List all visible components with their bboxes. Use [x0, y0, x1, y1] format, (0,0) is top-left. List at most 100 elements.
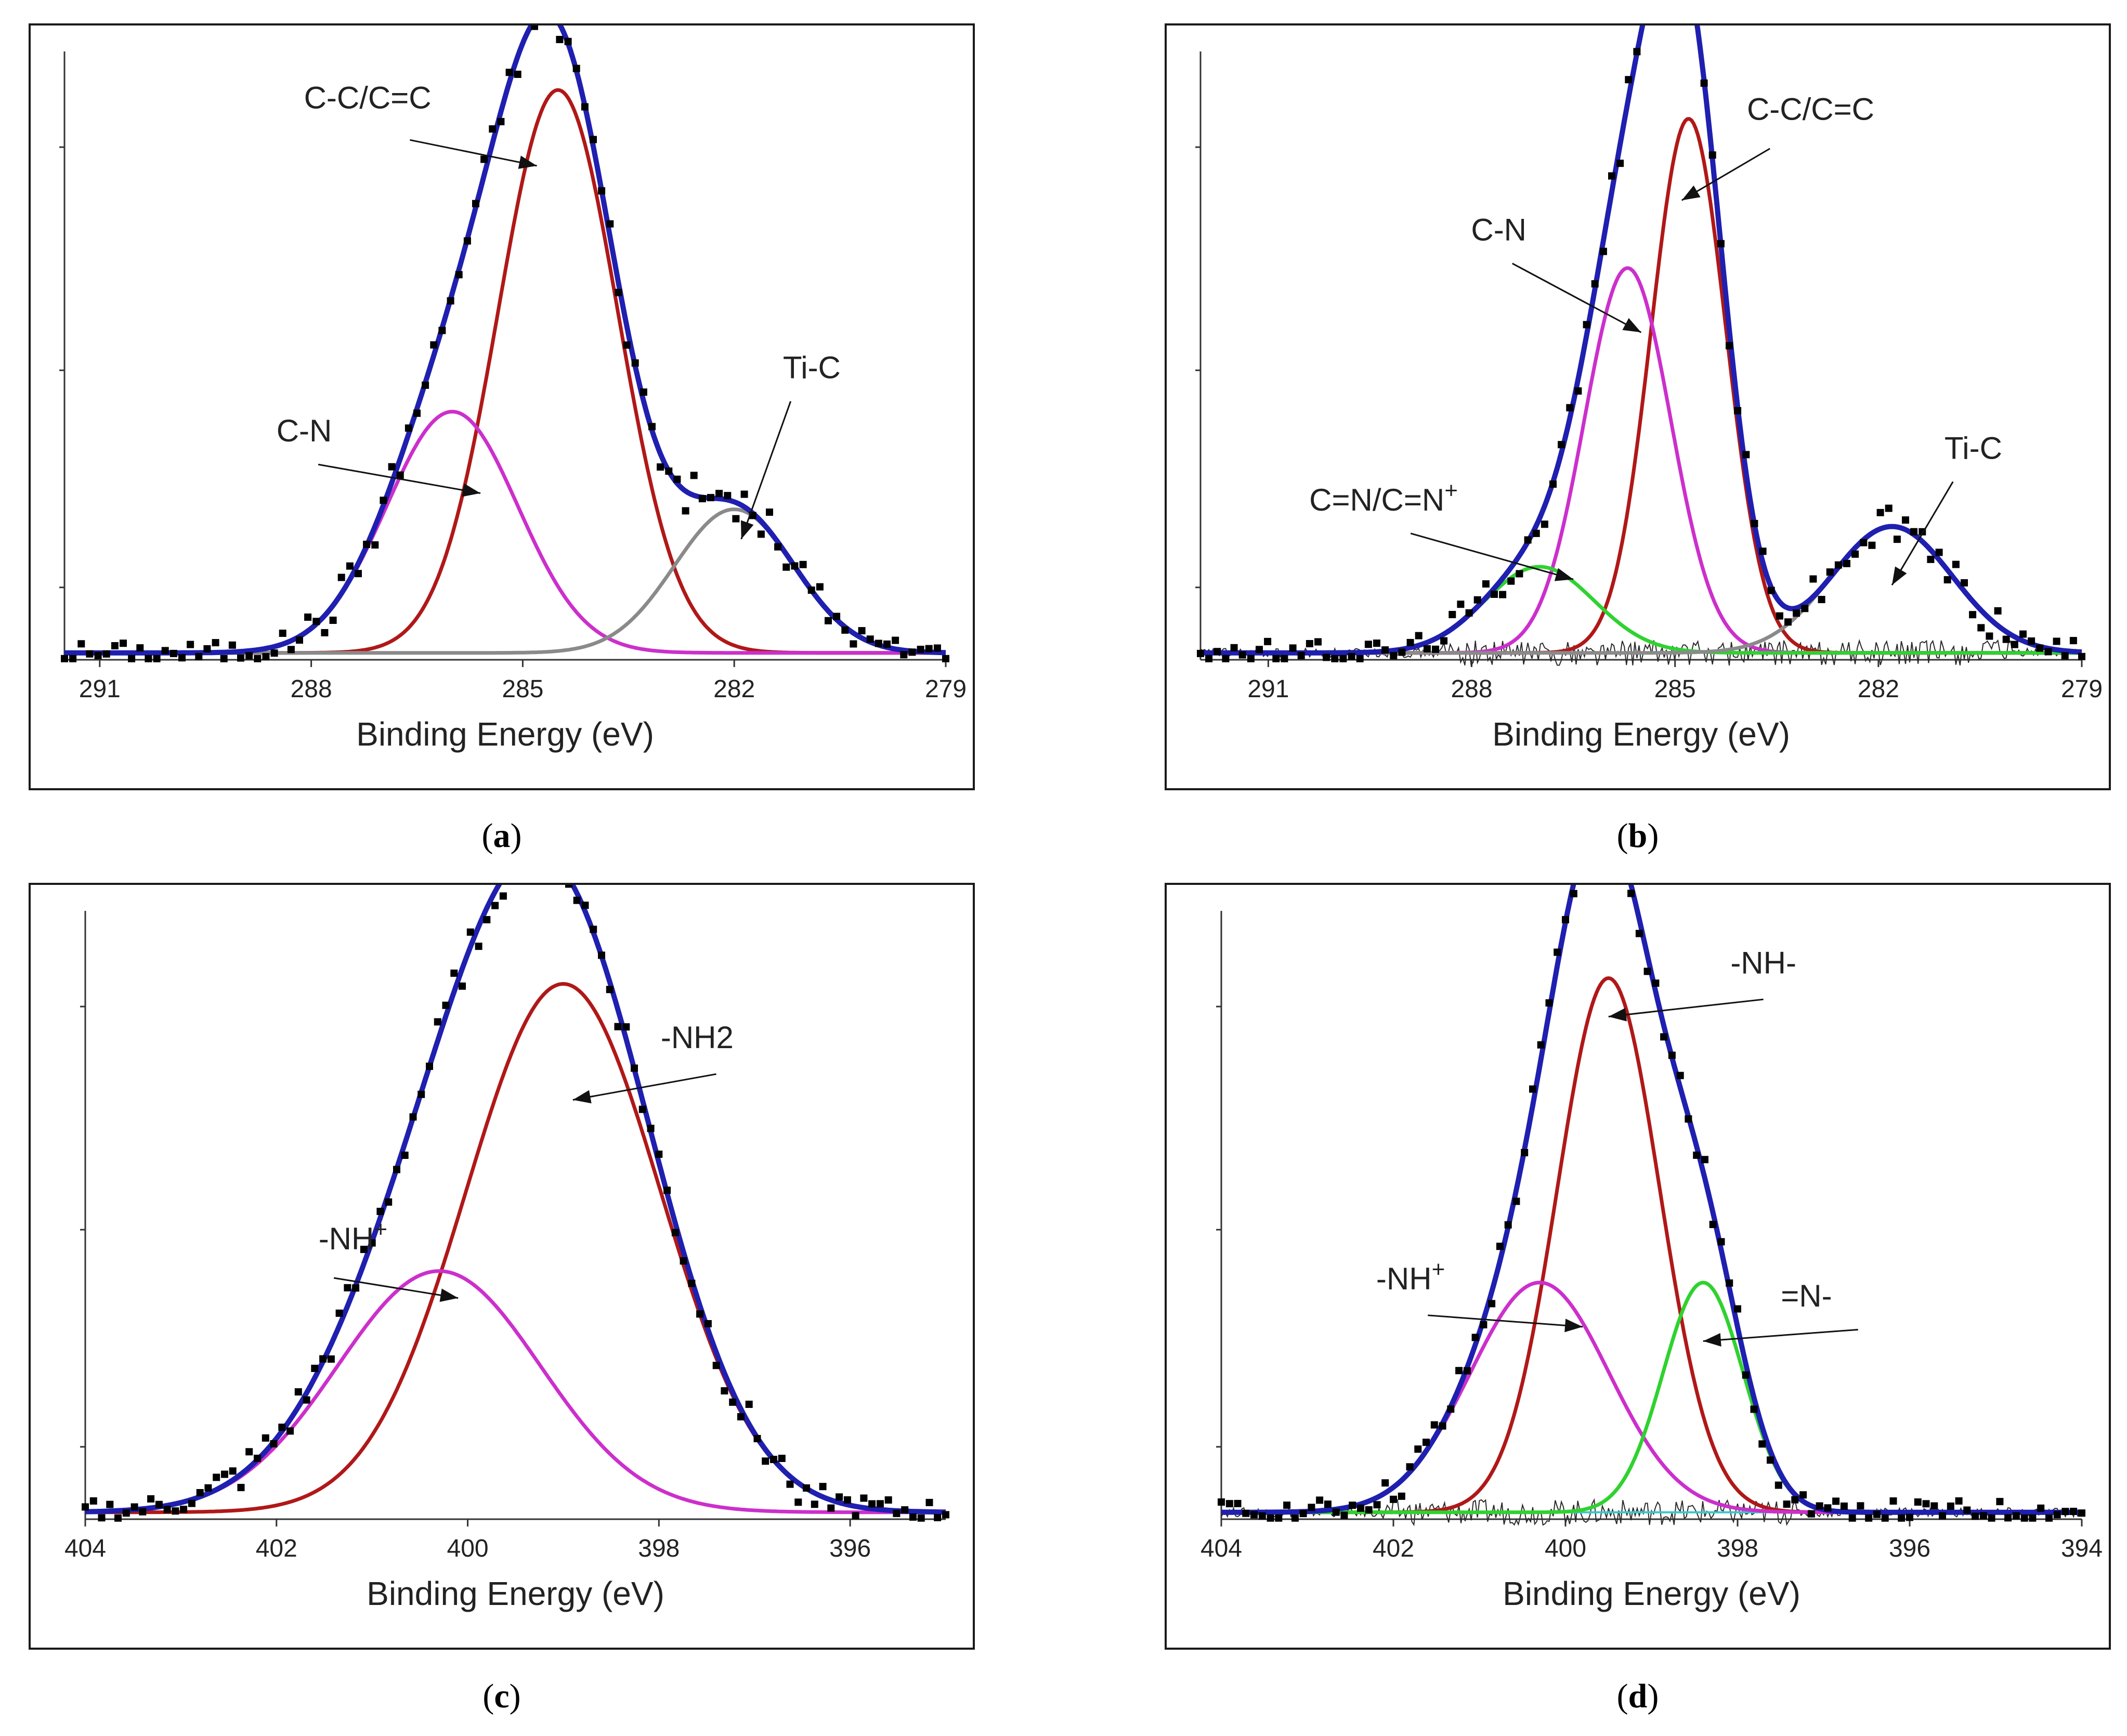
data-point-a-95: [858, 627, 866, 635]
data-point-d-60: [1709, 1221, 1717, 1229]
caption-b-letter: b: [1628, 817, 1648, 855]
chart-d: 404 402 400 398 396 394 Binding Energy (eV) -NH…: [1200, 885, 2103, 1612]
data-point-a-98: [883, 640, 891, 648]
data-point-d-77: [1848, 1514, 1856, 1522]
x-tick-label-a-4: 279: [925, 675, 967, 703]
data-point-c-12: [180, 1506, 188, 1513]
data-point-b-85: [1910, 528, 1918, 536]
data-point-d-100: [2037, 1504, 2045, 1512]
data-point-d-40: [1545, 999, 1553, 1007]
arrow-head-c-0: [572, 1090, 592, 1104]
data-point-c-33: [352, 1284, 360, 1292]
data-point-b-42: [1549, 480, 1557, 488]
data-point-c-22: [262, 1434, 269, 1442]
data-point-c-105: [942, 1511, 949, 1519]
data-point-d-9: [1291, 1514, 1299, 1522]
data-point-c-38: [393, 1166, 400, 1173]
data-point-c-61: [581, 902, 589, 909]
data-point-a-6: [111, 642, 119, 649]
data-point-c-99: [893, 1509, 901, 1517]
data-point-a-44: [430, 341, 438, 349]
arrow-line-a-1: [318, 463, 481, 494]
x-tick-label-b-3: 282: [1858, 675, 1899, 703]
data-point-c-76: [704, 1320, 712, 1327]
data-point-c-64: [606, 986, 614, 994]
data-point-d-99: [2029, 1514, 2037, 1522]
data-point-b-95: [1994, 607, 2002, 615]
data-point-d-73: [1816, 1502, 1823, 1510]
data-point-c-49: [483, 916, 491, 923]
data-point-b-80: [1868, 541, 1876, 549]
data-point-c-40: [409, 1113, 417, 1121]
data-point-d-8: [1283, 1502, 1291, 1509]
data-point-c-30: [327, 1355, 335, 1363]
data-point-c-91: [827, 1504, 835, 1512]
data-point-a-29: [304, 614, 312, 621]
arrow-line-d-0: [1608, 998, 1764, 1017]
data-point-d-53: [1652, 980, 1660, 987]
x-axis-title-a: Binding Energy (eV): [356, 715, 654, 753]
data-point-a-50: [480, 155, 488, 163]
data-point-a-32: [329, 617, 337, 624]
data-point-b-51: [1625, 76, 1633, 84]
data-point-b-15: [1323, 654, 1330, 661]
data-point-a-81: [740, 490, 748, 498]
data-point-a-12: [161, 647, 169, 655]
data-point-b-46: [1583, 321, 1590, 329]
data-point-d-87: [1930, 1502, 1938, 1510]
data-point-d-105: [2078, 1509, 2085, 1517]
envelope-d: [1220, 885, 2083, 1515]
data-point-d-5: [1258, 1512, 1266, 1520]
peak-label-c-0: -NH2: [661, 1020, 734, 1055]
x-tick-label-d-3: 398: [1717, 1535, 1758, 1562]
arrow-line-a-0: [410, 139, 537, 167]
data-point-d-42: [1562, 916, 1569, 923]
data-point-a-20: [228, 641, 236, 649]
data-point-c-15: [204, 1484, 212, 1492]
data-point-a-56: [531, 25, 538, 30]
data-point-a-59: [556, 36, 564, 43]
chart-b: 291 288 285 282 279 Binding Energy (eV) C-C/C=…: [1195, 25, 2103, 753]
data-point-c-34: [360, 1246, 368, 1254]
data-point-c-39: [401, 1152, 409, 1159]
data-point-b-62: [1717, 240, 1725, 247]
data-point-a-93: [841, 626, 849, 634]
arrow-line-c-0: [572, 1073, 716, 1101]
peak-c-0: [85, 982, 946, 1515]
data-point-a-36: [363, 541, 371, 548]
data-point-c-28: [311, 1364, 319, 1372]
data-point-d-64: [1742, 1371, 1750, 1379]
data-point-a-37: [371, 541, 379, 549]
x-tick-label-c-3: 398: [638, 1535, 680, 1562]
data-point-c-59: [565, 885, 572, 888]
peak-d-0: [1221, 976, 2082, 1515]
peak-a-1: [64, 410, 946, 655]
data-point-a-65: [606, 220, 614, 228]
data-point-c-65: [614, 1023, 622, 1030]
peak-label-b-3: Ti-C: [1945, 430, 2002, 465]
data-point-c-95: [860, 1494, 868, 1502]
data-point-b-66: [1751, 520, 1758, 527]
data-point-d-93: [1979, 1512, 1987, 1520]
data-point-b-73: [1809, 575, 1817, 583]
data-point-a-80: [732, 515, 740, 523]
data-point-d-14: [1332, 1508, 1340, 1516]
arrow-head-b-2: [1554, 568, 1574, 581]
data-point-a-73: [673, 475, 681, 483]
data-point-d-84: [1906, 1513, 1913, 1521]
data-point-a-17: [203, 645, 211, 652]
data-point-a-31: [321, 629, 329, 636]
data-point-a-97: [875, 639, 882, 647]
data-point-c-73: [680, 1257, 687, 1265]
data-point-a-4: [94, 651, 102, 659]
data-point-b-36: [1499, 591, 1507, 598]
data-point-c-90: [819, 1483, 827, 1491]
data-point-a-3: [86, 650, 94, 658]
data-point-d-22: [1398, 1492, 1405, 1500]
data-point-d-82: [1889, 1497, 1897, 1505]
data-point-b-79: [1860, 539, 1868, 546]
data-point-d-96: [2004, 1514, 2012, 1522]
data-point-b-33: [1473, 596, 1481, 604]
data-point-b-24: [1398, 648, 1406, 656]
data-point-a-5: [102, 650, 110, 658]
